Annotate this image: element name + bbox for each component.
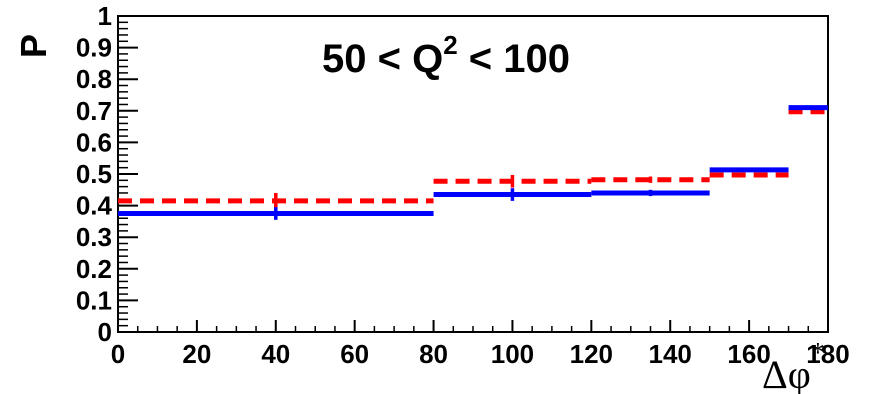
- y-tick-label: 0.1: [76, 285, 112, 315]
- series-group: [118, 105, 828, 220]
- y-axis-ticks: 00.10.20.30.40.50.60.70.80.91: [76, 1, 138, 347]
- x-tick-label: 100: [491, 339, 534, 369]
- series-solid: [118, 105, 828, 220]
- y-tick-label: 0.7: [76, 96, 112, 126]
- x-tick-label: 140: [649, 339, 692, 369]
- x-tick-label: 80: [419, 339, 448, 369]
- series-dashed: [118, 109, 828, 209]
- x-axis-title-main: Δφ: [762, 352, 811, 394]
- y-tick-label: 0.5: [76, 159, 112, 189]
- x-tick-label: 60: [340, 339, 369, 369]
- x-tick-label: 160: [727, 339, 770, 369]
- y-tick-label: 0: [98, 317, 112, 347]
- x-axis-title: Δφ*: [762, 338, 825, 394]
- chart-title-superscript: 2: [443, 30, 457, 60]
- chart-title: 50 < Q2 < 100: [322, 30, 570, 81]
- y-tick-label: 0.6: [76, 127, 112, 157]
- chart-title-left: 50 < Q: [322, 37, 443, 81]
- y-tick-label: 0.4: [76, 191, 113, 221]
- y-tick-label: 0.9: [76, 33, 112, 63]
- y-tick-label: 0.3: [76, 222, 112, 252]
- x-tick-label: 180: [806, 339, 849, 369]
- x-axis-ticks: 0 20 40 60 80 100 120 140 160 180: [111, 320, 850, 369]
- x-tick-label: 0: [111, 339, 125, 369]
- y-tick-label: 0.2: [76, 254, 112, 284]
- x-tick-label: 120: [570, 339, 613, 369]
- y-tick-label: 1: [98, 1, 112, 31]
- y-axis-title: P: [13, 34, 54, 58]
- y-tick-label: 0.8: [76, 64, 112, 94]
- x-tick-label: 40: [261, 339, 290, 369]
- x-axis-title-superscript: *: [811, 338, 825, 369]
- chart-title-right: < 100: [458, 37, 570, 81]
- x-tick-label: 20: [182, 339, 211, 369]
